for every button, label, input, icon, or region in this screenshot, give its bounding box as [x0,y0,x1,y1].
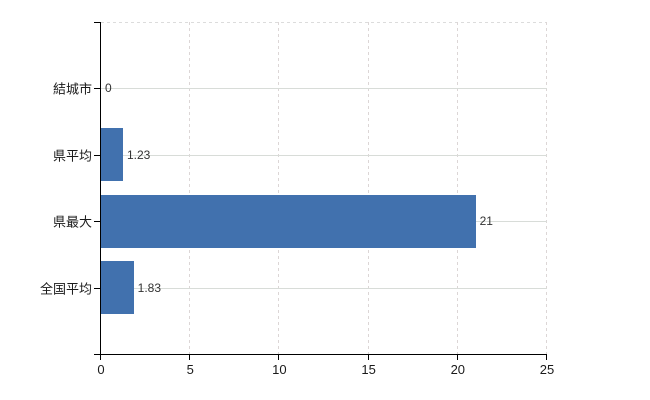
gridline-horizontal [101,154,547,156]
x-tick-label: 5 [186,362,194,377]
y-axis-tick [94,154,100,156]
y-axis-tick [94,88,100,90]
bar-value-label: 1.83 [137,280,161,295]
bar-value-label: 1.23 [126,147,151,162]
gridline-horizontal [101,287,547,289]
x-tick-label: 15 [361,362,376,377]
x-tick-label: 20 [450,362,466,377]
x-tick-label: 10 [272,362,287,377]
category-label: 全国平均 [39,281,92,297]
gridline-vertical [278,22,280,354]
x-axis-tick [546,355,547,360]
plot-area: 0 1.23 21 1.83 [100,22,547,355]
gridline-vertical [189,22,191,354]
x-axis-tick [278,355,280,360]
y-axis-tick [94,221,100,223]
y-axis-tick [94,354,100,355]
bar [101,261,134,315]
gridline-vertical [367,22,369,354]
category-label: 県平均 [52,148,92,164]
bar [101,194,476,248]
bar-value-label: 21 [479,214,493,229]
x-tick-label: 25 [539,362,555,377]
gridline-vertical [456,22,458,354]
gridline-horizontal [101,88,547,90]
x-axis-tick [367,355,369,360]
category-label: 結城市 [52,81,92,97]
x-axis-tick [456,355,458,360]
gridline-top [101,22,547,23]
x-axis-tick [189,355,191,360]
y-axis-tick [94,287,100,289]
category-label: 県最大 [52,214,92,230]
x-axis-tick [100,355,101,360]
y-axis-tick [94,22,100,23]
gridline-vertical [546,22,547,354]
bar [101,128,123,182]
x-tick-label: 0 [97,362,105,377]
bar-value-label: 0 [105,81,112,96]
